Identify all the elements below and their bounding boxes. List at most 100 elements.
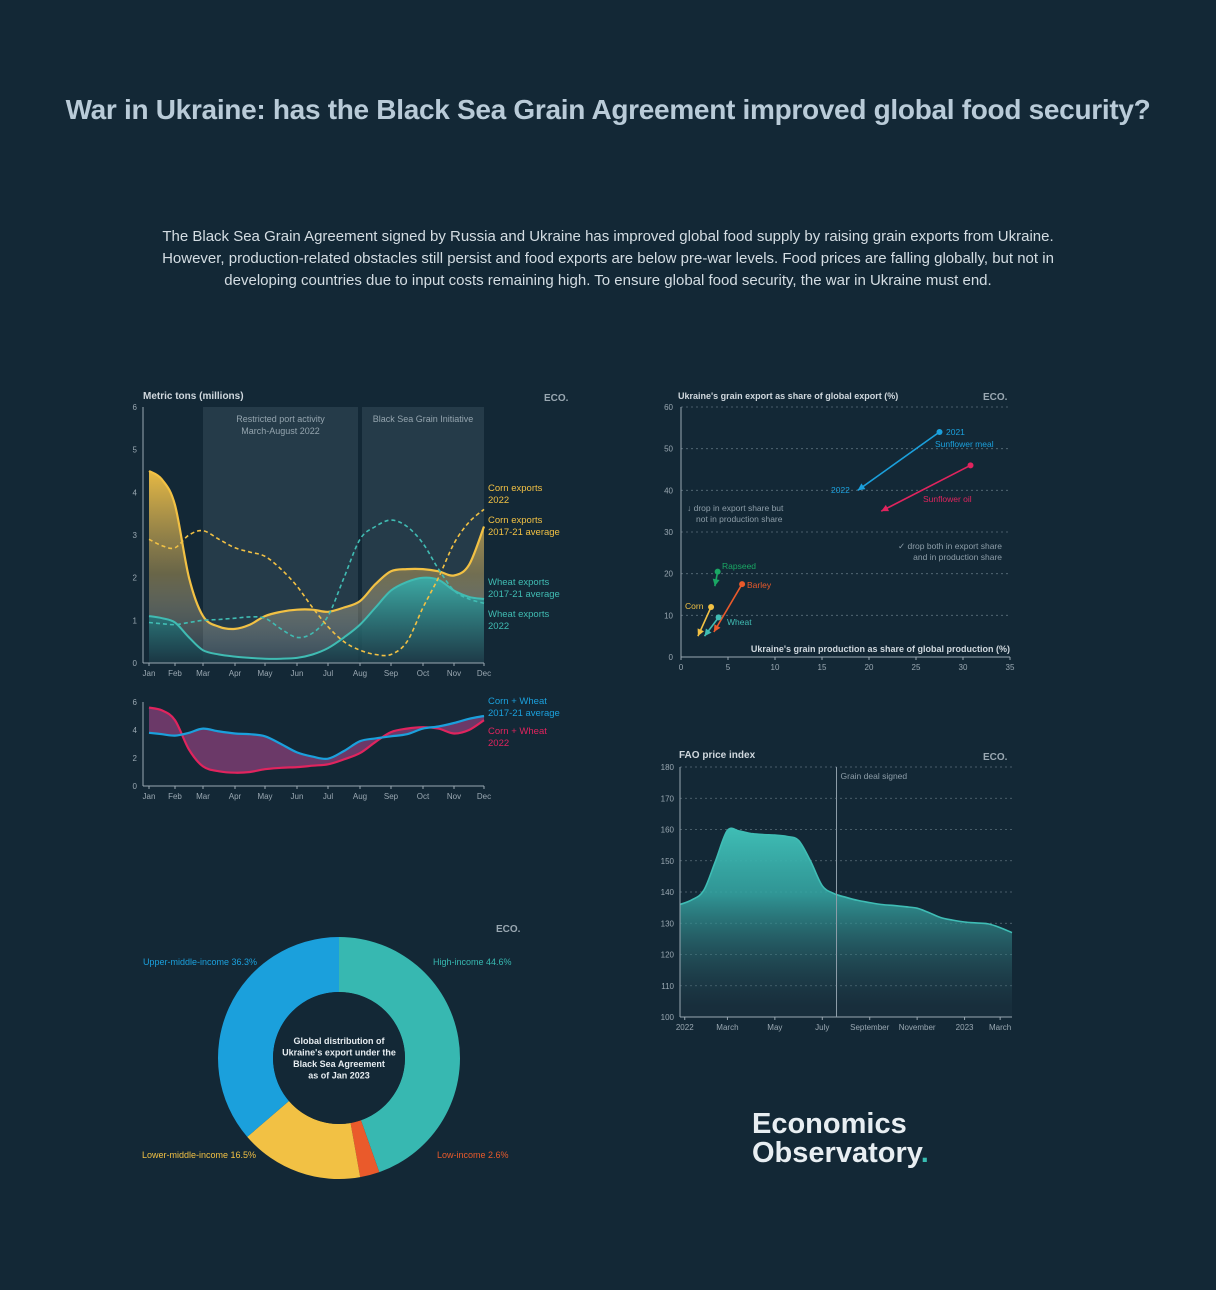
share-y-tick-30: 30 — [664, 528, 673, 537]
fao-x-tick-may-2: May — [767, 1023, 782, 1032]
exports-x-tick-may: May — [257, 669, 272, 678]
shaded-region-label-2a: Black Sea Grain Initiative — [373, 414, 474, 424]
share-y-tick-50: 50 — [664, 445, 673, 454]
page-title: War in Ukraine: has the Black Sea Grain … — [65, 94, 1151, 125]
combined-y-tick-4: 4 — [133, 726, 138, 735]
combined-y-tick-6: 6 — [133, 698, 138, 707]
corn-wheat-average-line — [148, 714, 485, 761]
exports-x-tick-apr: Apr — [229, 669, 242, 678]
fao-x-tick-july-3: July — [815, 1023, 829, 1032]
shaded-region-label-1b: March-August 2022 — [241, 426, 320, 436]
share-point-2022-barley — [713, 624, 721, 632]
combined-x-tick-nov: Nov — [447, 792, 461, 801]
exports-chart-title: Metric tons (millions) — [143, 391, 244, 402]
share-y-tick-0: 0 — [669, 653, 674, 662]
exports-y-tick-6: 6 — [133, 403, 138, 412]
exports-x-tick-jun: Jun — [291, 669, 304, 678]
donut-center-text-1: Global distribution of — [294, 1036, 386, 1046]
fao-y-tick-120: 120 — [661, 951, 675, 960]
donut-slice-low-income — [350, 1120, 380, 1178]
corn-exports-area — [149, 471, 484, 659]
fao-x-tick-september-4: September — [850, 1023, 889, 1032]
donut-eco-badge: ECO. — [496, 924, 521, 935]
intro-paragraph: The Black Sea Grain Agreement signed by … — [162, 228, 1054, 289]
legend-wheat-exports-2022-line2: 2022 — [488, 621, 509, 632]
share-point-2021-sunflower-meal — [936, 429, 943, 435]
logo-line-1: Economics — [752, 1108, 907, 1140]
share-legend-2021: 2021 — [946, 427, 965, 437]
share-y-tick-40: 40 — [664, 486, 673, 495]
share-x-axis-label: Ukraine's grain production as share of g… — [751, 644, 1010, 654]
wheat-exports-area — [149, 577, 484, 663]
combined-y-tick-0: 0 — [133, 782, 138, 791]
share-y-tick-60: 60 — [664, 403, 673, 412]
combined-chart: 0 2 4 6 Jan Feb Mar Apr May Jun Jul Aug Sep Oct Nov De… — [133, 696, 560, 801]
fao-y-tick-130: 130 — [661, 919, 675, 928]
combined-difference-band — [149, 707, 484, 773]
legend-corn-wheat-2022-line1: Corn + Wheat — [488, 726, 547, 737]
donut-label-low-income: Low-income 2.6% — [437, 1150, 509, 1160]
legend-wheat-exports-2017-21-average-line2: 2017-21 average — [488, 589, 560, 600]
donut-label-lower-middle-income: Lower-middle-income 16.5% — [142, 1150, 256, 1160]
share-x-tick-20: 20 — [865, 663, 874, 672]
fao-eco-badge: ECO. — [983, 752, 1008, 763]
share-eco-badge: ECO. — [983, 392, 1008, 403]
combined-x-tick-jun: Jun — [291, 792, 304, 801]
donut-center-text-3: Black Sea Agreement — [293, 1059, 385, 1069]
share-point-2022-rapseed — [712, 578, 720, 587]
share-arrow-sunflower-meal — [857, 431, 940, 491]
share-x-tick-5: 5 — [726, 663, 731, 672]
share-point-2021-rapseed — [714, 568, 721, 575]
donut-slice-upper-middle-income — [217, 937, 339, 1137]
fao-price-line — [679, 827, 1013, 934]
share-y-tick-10: 10 — [664, 611, 673, 620]
combined-x-tick-mar: Mar — [196, 792, 210, 801]
donut-center-text-4: as of Jan 2023 — [308, 1071, 370, 1081]
share-arrow-barley — [713, 583, 743, 633]
exports-x-tick-jul: Jul — [323, 669, 333, 678]
fao-y-tick-160: 160 — [661, 826, 675, 835]
share-label-sunflower-oil: Sunflower oil — [923, 494, 972, 504]
legend-wheat-exports-2022-line1: Wheat exports — [488, 609, 549, 620]
shaded-region-label-1a: Restricted port activity — [236, 414, 325, 424]
combined-x-tick-aug: Aug — [353, 792, 367, 801]
legend-corn-wheat-average-line1: Corn + Wheat — [488, 696, 547, 707]
fao-y-tick-150: 150 — [661, 857, 675, 866]
exports-x-tick-sep: Sep — [384, 669, 399, 678]
wheat-exports-average-line — [148, 519, 485, 639]
share-point-2022-sunflower-meal — [857, 483, 866, 491]
exports-y-tick-2: 2 — [133, 574, 138, 583]
corn-exports-2022-line — [148, 470, 486, 631]
fao-y-tick-100: 100 — [661, 1013, 675, 1022]
share-label-sunflower-meal: Sunflower meal — [935, 439, 994, 449]
exports-y-tick-0: 0 — [133, 659, 138, 668]
share-chart: Ukraine's grain export as share of globa… — [664, 391, 1015, 672]
legend-corn-wheat-average-line2: 2017-21 average — [488, 708, 560, 719]
share-annotation-1b: not in production share — [696, 514, 783, 524]
share-label-barley: Barley — [747, 580, 772, 590]
share-point-2021-wheat — [715, 614, 722, 621]
combined-x-tick-feb: Feb — [168, 792, 182, 801]
fao-y-tick-140: 140 — [661, 888, 675, 897]
fao-x-tick-2022-0: 2022 — [676, 1023, 694, 1032]
wheat-exports-2022-line — [148, 576, 485, 660]
legend-corn-exports-2017-21-average-line2: 2017-21 average — [488, 527, 560, 538]
exports-x-tick-aug: Aug — [353, 669, 367, 678]
exports-x-tick-nov: Nov — [447, 669, 461, 678]
share-x-tick-15: 15 — [818, 663, 827, 672]
share-y-tick-20: 20 — [664, 570, 673, 579]
share-label-wheat: Wheat — [727, 617, 752, 627]
fao-x-tick-march-7: March — [989, 1023, 1011, 1032]
exports-y-tick-1: 1 — [133, 616, 138, 625]
share-point-2022-sunflower-oil — [881, 504, 890, 512]
distribution-donut-chart: ECO. Global distribution of Ukraine's exp… — [142, 924, 521, 1179]
donut-label-upper-middle-income: Upper-middle-income 36.3% — [143, 957, 257, 967]
share-chart-title: Ukraine's grain export as share of globa… — [678, 391, 898, 401]
share-x-tick-10: 10 — [771, 663, 780, 672]
exports-x-tick-dec: Dec — [477, 669, 491, 678]
combined-x-tick-may: May — [257, 792, 272, 801]
share-arrow-sunflower-oil — [880, 464, 971, 512]
share-annotation-2a: ✓ drop both in export share — [898, 541, 1002, 551]
fao-x-tick-2023-6: 2023 — [956, 1023, 974, 1032]
economics-observatory-logo: Economics Observatory. — [752, 1110, 929, 1168]
